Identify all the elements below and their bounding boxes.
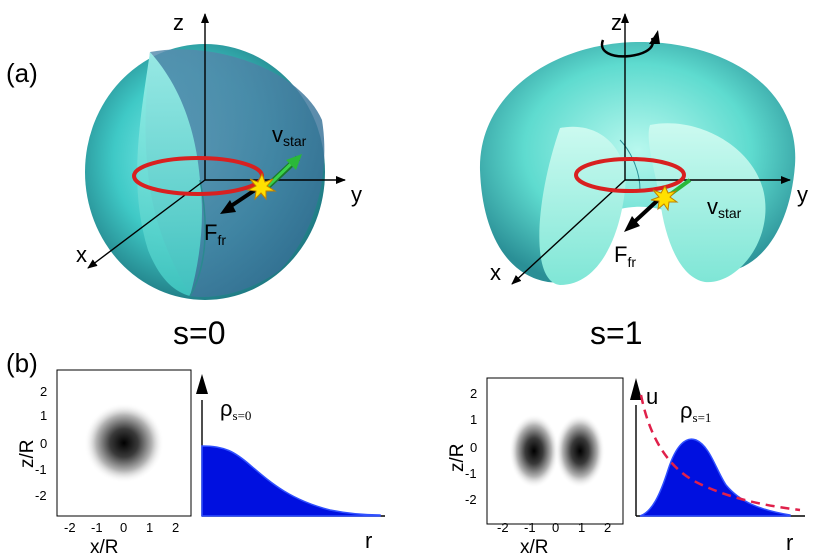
f-label-left: Ffr [204, 220, 226, 248]
u-label: u [646, 384, 658, 409]
star-icon-left [246, 172, 277, 201]
density-xlabel-s0: x/R [90, 537, 119, 556]
ytick: 0 [40, 436, 47, 451]
r-label-s1: r [786, 530, 793, 555]
ytick: -1 [465, 466, 477, 481]
xtick: 0 [120, 520, 127, 535]
xtick: 2 [604, 520, 611, 535]
rotation-arrow-icon [600, 37, 655, 58]
state-s1-label: s=1 [590, 315, 642, 351]
xtick: -1 [524, 520, 536, 535]
ytick: 1 [470, 412, 477, 427]
xtick: 1 [578, 520, 585, 535]
xtick: -2 [64, 520, 76, 535]
orbit-right [574, 157, 686, 193]
ytick: -1 [35, 462, 47, 477]
xtick: 1 [146, 520, 153, 535]
rho-label-s0: ρs=0 [220, 396, 251, 423]
f-label-right: Ffr [614, 242, 636, 270]
torus-surface [479, 41, 796, 286]
ytick: -2 [465, 492, 477, 507]
v-label-left: vstar [272, 122, 307, 149]
xtick: 0 [552, 520, 559, 535]
profile-s1 [630, 378, 805, 517]
friction-arrow-right [630, 198, 660, 226]
ytick: 0 [470, 440, 477, 455]
panel-label-a: (a) [6, 58, 38, 88]
xtick: -1 [91, 520, 103, 535]
y-label-right: y [797, 182, 808, 207]
density-map-s0 [56, 369, 192, 517]
ytick: 2 [470, 386, 477, 401]
profile-s0 [196, 374, 385, 517]
potential-curve [639, 394, 801, 512]
density-xlabel-s1: x/R [520, 537, 549, 556]
v-label-right: vstar [707, 194, 742, 221]
star-icon-right [650, 184, 679, 212]
rho-label-s1: ρs=1 [680, 398, 711, 425]
xtick: -2 [497, 520, 509, 535]
friction-arrow-left [226, 186, 260, 210]
density-ylabel-s0: z/R [17, 440, 38, 469]
density-map-s1 [486, 377, 624, 525]
ytick: 2 [40, 384, 47, 399]
ytick: -2 [35, 488, 47, 503]
z-label-left: z [173, 10, 184, 35]
panel-label-b: (b) [6, 348, 38, 378]
x-axis-right [511, 179, 626, 285]
x-label-right: x [490, 260, 501, 285]
z-label-right: z [611, 10, 622, 35]
y-label-left: y [351, 182, 362, 207]
density-axes-s0: 2 1 0 -1 -2 -2 -1 0 1 2 [35, 384, 179, 535]
xtick: 2 [172, 520, 179, 535]
density-ylabel-s1: z/R [447, 444, 468, 473]
x-label-left: x [76, 242, 87, 267]
state-s0-label: s=0 [173, 315, 225, 351]
ytick: 1 [40, 408, 47, 423]
density-axes-s1: 2 1 0 -1 -2 -2 -1 0 1 2 [465, 386, 611, 535]
r-label-s0: r [365, 528, 372, 553]
